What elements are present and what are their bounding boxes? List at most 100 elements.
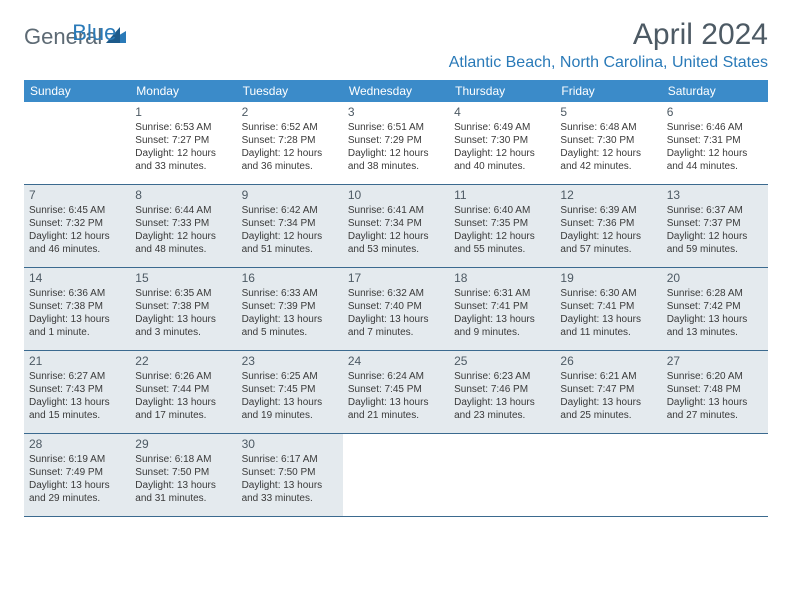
sunrise-text: Sunrise: 6:20 AM (667, 370, 763, 383)
daylight-text: Daylight: 13 hours and 15 minutes. (29, 396, 125, 422)
daylight-text: Daylight: 13 hours and 21 minutes. (348, 396, 444, 422)
day-cell: 29 Sunrise: 6:18 AMSunset: 7:50 PMDayligh… (130, 434, 236, 516)
daylight-text: Daylight: 13 hours and 1 minute. (29, 313, 125, 339)
sunrise-text: Sunrise: 6:37 AM (667, 204, 763, 217)
week-row: 28Sunrise: 6:19 AMSunset: 7:49 PMDayligh… (24, 434, 768, 517)
weekday-header: Thursday (449, 80, 555, 102)
sunrise-text: Sunrise: 6:33 AM (242, 287, 338, 300)
sunset-text: Sunset: 7:41 PM (454, 300, 550, 313)
day-cell: 26 Sunrise: 6:21 AMSunset: 7:47 PMDayligh… (555, 351, 661, 433)
weekday-header: Wednesday (343, 80, 449, 102)
day-info: Sunrise: 6:21 AMSunset: 7:47 PMDaylight:… (560, 370, 656, 422)
sunrise-text: Sunrise: 6:24 AM (348, 370, 444, 383)
day-number: 23 (242, 354, 338, 368)
day-cell: 16Sunrise: 6:33 AMSunset: 7:39 PMDayligh… (237, 268, 343, 350)
day-cell: 21Sunrise: 6:27 AMSunset: 7:43 PMDayligh… (24, 351, 130, 433)
sunrise-text: Sunrise: 6:18 AM (135, 453, 231, 466)
day-info: Sunrise: 6:33 AMSunset: 7:39 PMDaylight:… (242, 287, 338, 339)
daylight-text: Daylight: 13 hours and 29 minutes. (29, 479, 125, 505)
day-cell: 3Sunrise: 6:51 AMSunset: 7:29 PMDaylight… (343, 102, 449, 184)
day-number: 10 (348, 188, 444, 202)
sunrise-text: Sunrise: 6:23 AM (454, 370, 550, 383)
sunset-text: Sunset: 7:35 PM (454, 217, 550, 230)
day-number: 25 (454, 354, 550, 368)
day-cell: 30Sunrise: 6:17 AMSunset: 7:50 PMDayligh… (237, 434, 343, 516)
day-info: Sunrise: 6:18 AMSunset: 7:50 PMDaylight:… (135, 453, 231, 505)
day-number: 1 (135, 105, 231, 119)
sunset-text: Sunset: 7:28 PM (242, 134, 338, 147)
sunrise-text: Sunrise: 6:41 AM (348, 204, 444, 217)
sunset-text: Sunset: 7:33 PM (135, 217, 231, 230)
sunset-text: Sunset: 7:30 PM (454, 134, 550, 147)
weekday-header: Saturday (662, 80, 768, 102)
week-row: 14Sunrise: 6:36 AMSunset: 7:38 PMDayligh… (24, 268, 768, 351)
day-number: 18 (454, 271, 550, 285)
day-number: 19 (560, 271, 656, 285)
daylight-text: Daylight: 13 hours and 17 minutes. (135, 396, 231, 422)
sunset-text: Sunset: 7:44 PM (135, 383, 231, 396)
sunrise-text: Sunrise: 6:21 AM (560, 370, 656, 383)
daylight-text: Daylight: 13 hours and 31 minutes. (135, 479, 231, 505)
sunset-text: Sunset: 7:48 PM (667, 383, 763, 396)
day-number: 29 (135, 437, 231, 451)
logo-text-blue: Blue (72, 20, 116, 46)
day-cell: 17Sunrise: 6:32 AMSunset: 7:40 PMDayligh… (343, 268, 449, 350)
sunrise-text: Sunrise: 6:40 AM (454, 204, 550, 217)
day-cell: 20Sunrise: 6:28 AMSunset: 7:42 PMDayligh… (662, 268, 768, 350)
logo: General Blue (24, 18, 174, 50)
day-info: Sunrise: 6:46 AMSunset: 7:31 PMDaylight:… (667, 121, 763, 173)
day-cell: 2Sunrise: 6:52 AMSunset: 7:28 PMDaylight… (237, 102, 343, 184)
day-cell: 13 Sunrise: 6:37 AMSunset: 7:37 PMDayligh… (662, 185, 768, 267)
day-info: Sunrise: 6:36 AMSunset: 7:38 PMDaylight:… (29, 287, 125, 339)
sunset-text: Sunset: 7:43 PM (29, 383, 125, 396)
sunrise-text: Sunrise: 6:45 AM (29, 204, 125, 217)
day-info: Sunrise: 6:39 AMSunset: 7:36 PMDaylight:… (560, 204, 656, 256)
day-info: Sunrise: 6:28 AMSunset: 7:42 PMDaylight:… (667, 287, 763, 339)
weekday-header-row: SundayMondayTuesdayWednesdayThursdayFrid… (24, 80, 768, 102)
sunset-text: Sunset: 7:39 PM (242, 300, 338, 313)
calendar: SundayMondayTuesdayWednesdayThursdayFrid… (24, 80, 768, 517)
day-cell: 23Sunrise: 6:25 AMSunset: 7:45 PMDayligh… (237, 351, 343, 433)
daylight-text: Daylight: 13 hours and 3 minutes. (135, 313, 231, 339)
day-cell: 27Sunrise: 6:20 AMSunset: 7:48 PMDayligh… (662, 351, 768, 433)
sunrise-text: Sunrise: 6:39 AM (560, 204, 656, 217)
sunset-text: Sunset: 7:32 PM (29, 217, 125, 230)
day-number: 21 (29, 354, 125, 368)
sunset-text: Sunset: 7:29 PM (348, 134, 444, 147)
week-row: 21Sunrise: 6:27 AMSunset: 7:43 PMDayligh… (24, 351, 768, 434)
day-info: Sunrise: 6:52 AMSunset: 7:28 PMDaylight:… (242, 121, 338, 173)
location-text: Atlantic Beach, North Carolina, United S… (449, 54, 768, 72)
sunrise-text: Sunrise: 6:48 AM (560, 121, 656, 134)
day-number: 5 (560, 105, 656, 119)
daylight-text: Daylight: 13 hours and 11 minutes. (560, 313, 656, 339)
day-number: 13 (667, 188, 763, 202)
day-number: 8 (135, 188, 231, 202)
daylight-text: Daylight: 13 hours and 23 minutes. (454, 396, 550, 422)
day-info: Sunrise: 6:19 AMSunset: 7:49 PMDaylight:… (29, 453, 125, 505)
weekday-header: Sunday (24, 80, 130, 102)
daylight-text: Daylight: 12 hours and 36 minutes. (242, 147, 338, 173)
day-cell: 24Sunrise: 6:24 AMSunset: 7:45 PMDayligh… (343, 351, 449, 433)
sunset-text: Sunset: 7:41 PM (560, 300, 656, 313)
day-info: Sunrise: 6:35 AMSunset: 7:38 PMDaylight:… (135, 287, 231, 339)
day-info: Sunrise: 6:37 AMSunset: 7:37 PMDaylight:… (667, 204, 763, 256)
sunrise-text: Sunrise: 6:19 AM (29, 453, 125, 466)
daylight-text: Daylight: 13 hours and 27 minutes. (667, 396, 763, 422)
day-cell: 1Sunrise: 6:53 AMSunset: 7:27 PMDaylight… (130, 102, 236, 184)
day-cell: 19Sunrise: 6:30 AMSunset: 7:41 PMDayligh… (555, 268, 661, 350)
day-info: Sunrise: 6:40 AMSunset: 7:35 PMDaylight:… (454, 204, 550, 256)
day-info: Sunrise: 6:31 AMSunset: 7:41 PMDaylight:… (454, 287, 550, 339)
day-number: 26 (560, 354, 656, 368)
day-cell (343, 434, 449, 516)
sunset-text: Sunset: 7:46 PM (454, 383, 550, 396)
day-info: Sunrise: 6:42 AMSunset: 7:34 PMDaylight:… (242, 204, 338, 256)
day-cell: 12Sunrise: 6:39 AMSunset: 7:36 PMDayligh… (555, 185, 661, 267)
day-cell: 28Sunrise: 6:19 AMSunset: 7:49 PMDayligh… (24, 434, 130, 516)
day-info: Sunrise: 6:51 AMSunset: 7:29 PMDaylight:… (348, 121, 444, 173)
daylight-text: Daylight: 12 hours and 48 minutes. (135, 230, 231, 256)
sunrise-text: Sunrise: 6:52 AM (242, 121, 338, 134)
day-cell: 15Sunrise: 6:35 AMSunset: 7:38 PMDayligh… (130, 268, 236, 350)
day-cell: 11Sunrise: 6:40 AMSunset: 7:35 PMDayligh… (449, 185, 555, 267)
sunrise-text: Sunrise: 6:36 AM (29, 287, 125, 300)
sunrise-text: Sunrise: 6:31 AM (454, 287, 550, 300)
